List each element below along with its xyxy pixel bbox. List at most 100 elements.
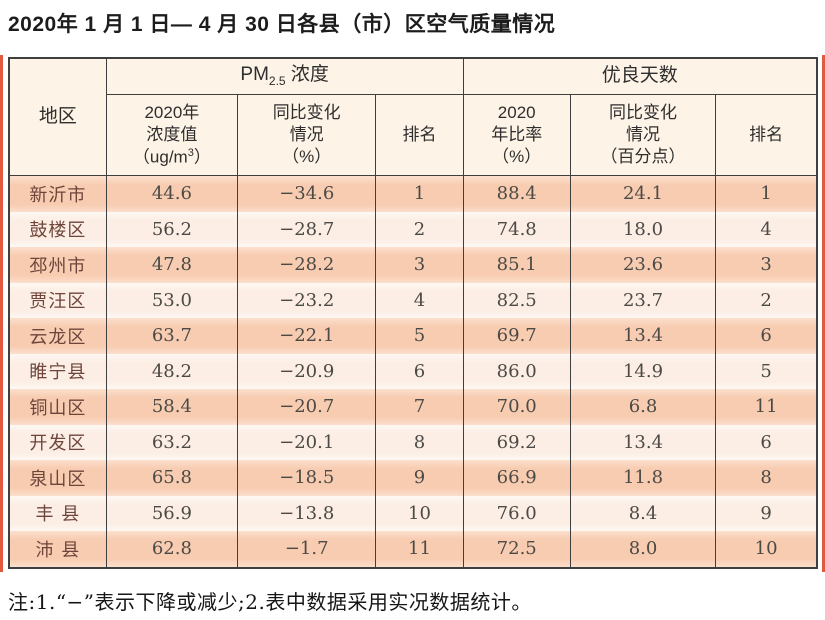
cell-ratio_change: 18.0: [569, 211, 717, 247]
cell-ratio_change: 11.8: [569, 460, 717, 496]
header-ratio-change: 同比变化 情况 （百分点）: [569, 94, 717, 176]
left-red-edge-line: [0, 55, 3, 572]
cell-region: 铜山区: [8, 389, 107, 425]
table-header: 地区 PM2.5 浓度 优良天数 2020年 浓度值 （ug/m3） 同比变化 …: [8, 58, 818, 176]
cell-ratio_change: 6.8: [569, 389, 717, 425]
cell-region: 新沂市: [8, 175, 107, 212]
pm-label: PM: [240, 64, 269, 86]
cell-region: 睢宁县: [8, 353, 107, 389]
footnote: 注:1.“−”表示下降或减少;2.表中数据采用实况数据统计。: [8, 590, 532, 614]
cell-pm_change: −20.9: [237, 353, 377, 389]
cell-pm_value: 63.7: [105, 318, 239, 354]
cell-pm_value: 65.8: [105, 460, 239, 496]
right-red-edge-line: [822, 55, 825, 572]
cell-pm_value: 62.8: [105, 531, 239, 568]
cell-pm_change: −34.6: [237, 175, 377, 212]
pm-value-unit: （ug/m: [132, 147, 188, 167]
cell-ratio_rank: 3: [715, 247, 818, 283]
cell-pm_rank: 8: [375, 424, 464, 460]
cell-ratio_rank: 9: [715, 495, 818, 531]
cell-ratio_rank: 11: [715, 389, 818, 425]
cell-ratio_change: 8.0: [569, 531, 717, 568]
table-row: 新沂市 44.6 −34.6 1 88.4 24.1 1: [8, 175, 818, 212]
cell-ratio: 70.0: [462, 389, 571, 425]
table-row: 铜山区 58.4 −20.7 7 70.0 6.8 11: [8, 389, 818, 425]
cell-ratio_change: 23.7: [569, 282, 717, 318]
cell-region: 泉山区: [8, 460, 107, 496]
cell-ratio: 74.8: [462, 211, 571, 247]
pm-value-unit-close: ）: [193, 147, 211, 167]
cell-pm_change: −13.8: [237, 495, 377, 531]
cell-ratio_rank: 6: [715, 318, 818, 354]
pm-change-unit: （%）: [282, 146, 332, 166]
cell-ratio: 69.2: [462, 424, 571, 460]
table-row: 丰 县 56.9 −13.8 10 76.0 8.4 9: [8, 495, 818, 531]
cell-ratio_change: 13.4: [569, 318, 717, 354]
cell-ratio: 88.4: [462, 175, 571, 212]
header-good-days-group: 优良天数: [462, 58, 818, 95]
cell-pm_value: 44.6: [105, 175, 239, 212]
cell-ratio_change: 14.9: [569, 353, 717, 389]
cell-pm_change: −20.7: [237, 389, 377, 425]
pm-concentration-label: 浓度: [285, 64, 329, 86]
header-group-row: 地区 PM2.5 浓度 优良天数: [8, 58, 818, 176]
ratio-change-unit: （百分点）: [600, 146, 686, 166]
header-pm-change: 同比变化 情况 （%）: [237, 94, 377, 176]
table-row: 云龙区 63.7 −22.1 5 69.7 13.4 6: [8, 318, 818, 354]
cell-ratio: 66.9: [462, 460, 571, 496]
table-row: 沛 县 62.8 −1.7 11 72.5 8.0 10: [8, 531, 818, 568]
cell-region: 云龙区: [8, 318, 107, 354]
header-ratio-rank: 排名: [715, 94, 818, 176]
cell-ratio: 72.5: [462, 531, 571, 568]
cell-ratio_rank: 10: [715, 531, 818, 568]
cell-region: 鼓楼区: [8, 211, 107, 247]
page-title: 2020年 1 月 1 日— 4 月 30 日各县（市）区空气质量情况: [8, 13, 556, 36]
cell-pm_rank: 1: [375, 175, 464, 212]
cell-ratio_change: 13.4: [569, 424, 717, 460]
cell-pm_change: −28.2: [237, 247, 377, 283]
cell-ratio_rank: 6: [715, 424, 818, 460]
ratio-line2: 年比率: [491, 125, 543, 145]
table-row: 邳州市 47.8 −28.2 3 85.1 23.6 3: [8, 247, 818, 283]
table-row: 开发区 63.2 −20.1 8 69.2 13.4 6: [8, 424, 818, 460]
pm-value-line1: 2020年: [144, 103, 200, 123]
pm-change-line2: 情况: [289, 125, 324, 145]
table-row: 贾汪区 53.0 −23.2 4 82.5 23.7 2: [8, 282, 818, 318]
cell-ratio_rank: 2: [715, 282, 818, 318]
table-row: 鼓楼区 56.2 −28.7 2 74.8 18.0 4: [8, 211, 818, 247]
cell-pm_rank: 7: [375, 389, 464, 425]
header-pm-value: 2020年 浓度值 （ug/m3）: [105, 94, 239, 176]
ratio-change-line1: 同比变化: [609, 103, 678, 123]
cell-pm_rank: 3: [375, 247, 464, 283]
cell-pm_change: −20.1: [237, 424, 377, 460]
cell-pm_value: 48.2: [105, 353, 239, 389]
ratio-line1: 2020: [497, 103, 536, 123]
cell-region: 沛 县: [8, 531, 107, 568]
cell-pm_change: −18.5: [237, 460, 377, 496]
cell-ratio: 76.0: [462, 495, 571, 531]
pm-subscript: 2.5: [268, 74, 286, 89]
cell-pm_value: 56.2: [105, 211, 239, 247]
cell-pm_value: 53.0: [105, 282, 239, 318]
cell-pm_value: 63.2: [105, 424, 239, 460]
pm-value-line2: 浓度值: [146, 124, 198, 144]
table-body: 新沂市 44.6 −34.6 1 88.4 24.1 1 鼓楼区 56.2 −28.7 2 74.8 1…: [8, 175, 818, 568]
cell-pm_rank: 4: [375, 282, 464, 318]
cell-ratio_change: 8.4: [569, 495, 717, 531]
cell-pm_rank: 5: [375, 318, 464, 354]
cell-pm_rank: 2: [375, 211, 464, 247]
ratio-change-line2: 情况: [626, 125, 661, 145]
cell-region: 贾汪区: [8, 282, 107, 318]
header-sub-row: 2020年 浓度值 （ug/m3） 同比变化 情况 （%） 排名 2020 年比…: [9, 94, 818, 176]
ratio-unit: （%）: [492, 146, 542, 166]
header-region: 地区: [8, 58, 107, 176]
pm-change-line1: 同比变化: [272, 103, 341, 123]
cell-ratio: 85.1: [462, 247, 571, 283]
cell-ratio_rank: 1: [715, 175, 818, 212]
cell-ratio_rank: 4: [715, 211, 818, 247]
cell-pm_value: 56.9: [105, 495, 239, 531]
cell-pm_rank: 11: [375, 531, 464, 568]
cell-ratio_change: 24.1: [569, 175, 717, 212]
cell-ratio_rank: 5: [715, 353, 818, 389]
